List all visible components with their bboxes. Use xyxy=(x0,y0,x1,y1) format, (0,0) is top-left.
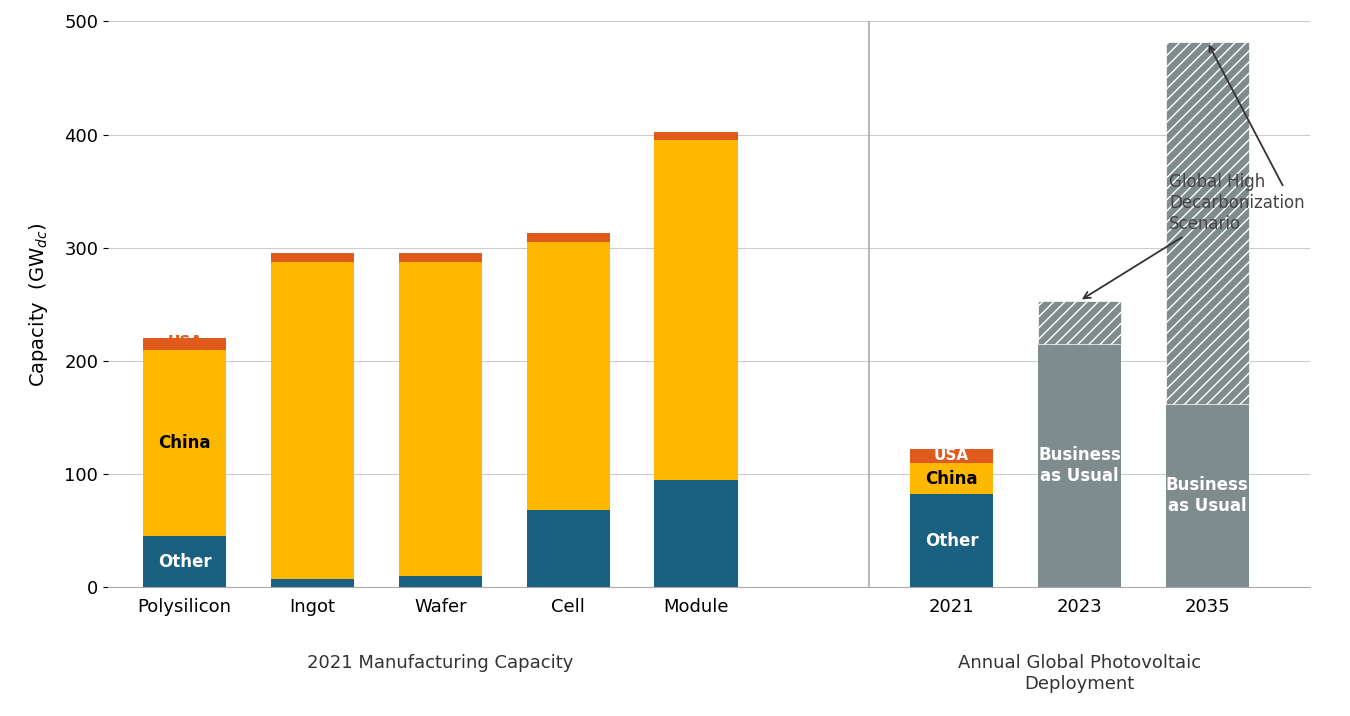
Text: Business
as Usual: Business as Usual xyxy=(1166,476,1249,515)
Bar xyxy=(271,263,354,579)
Bar xyxy=(526,511,610,587)
Bar xyxy=(398,576,482,587)
Bar xyxy=(526,242,610,511)
Text: Global High
Decarbonization
Scenario: Global High Decarbonization Scenario xyxy=(1084,173,1304,299)
Text: China: China xyxy=(925,470,977,488)
Text: USA: USA xyxy=(934,448,969,463)
Y-axis label: Capacity  (GW$_{dc}$): Capacity (GW$_{dc}$) xyxy=(27,222,50,387)
Bar xyxy=(1165,42,1249,404)
Text: Business
as Usual: Business as Usual xyxy=(1038,446,1120,485)
Bar xyxy=(1165,404,1249,587)
Text: 2021 Manufacturing Capacity: 2021 Manufacturing Capacity xyxy=(308,654,574,672)
Bar xyxy=(143,349,227,536)
Bar xyxy=(398,263,482,576)
Bar xyxy=(526,233,610,242)
Bar xyxy=(271,253,354,263)
Bar xyxy=(398,253,482,263)
Text: USA: USA xyxy=(167,335,202,350)
Text: Other: Other xyxy=(158,553,212,571)
Bar xyxy=(271,579,354,587)
Text: Annual Global Photovoltaic
Deployment: Annual Global Photovoltaic Deployment xyxy=(958,654,1202,692)
Bar xyxy=(655,480,737,587)
Bar xyxy=(910,463,994,494)
Bar xyxy=(1038,301,1120,344)
Bar xyxy=(655,132,737,140)
Bar xyxy=(143,536,227,587)
Bar xyxy=(1038,344,1120,587)
Bar xyxy=(910,494,994,587)
Bar xyxy=(655,140,737,480)
Text: Other: Other xyxy=(925,532,979,550)
Bar xyxy=(910,449,994,463)
Text: China: China xyxy=(158,434,211,452)
Bar xyxy=(143,338,227,349)
